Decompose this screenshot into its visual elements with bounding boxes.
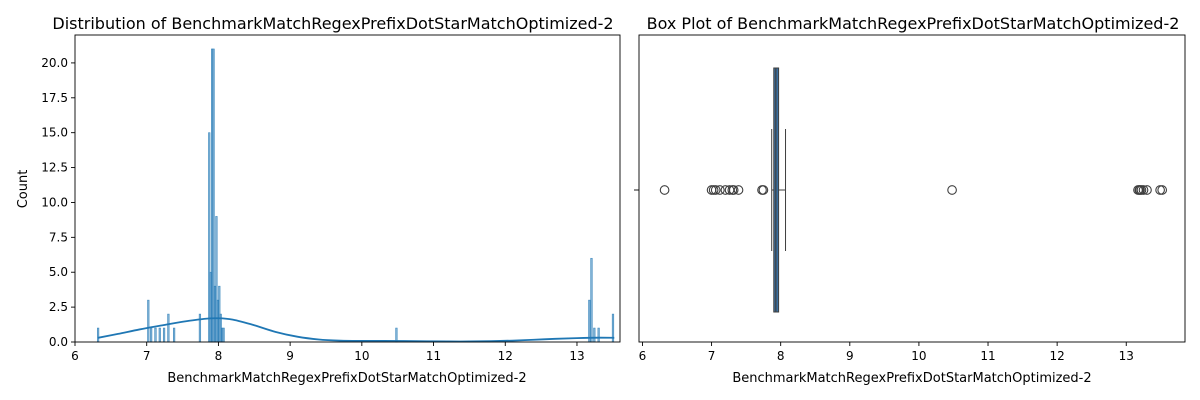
histogram-bar [588,299,591,343]
histogram-frame [74,34,621,343]
x-tick-label: 10 [911,349,926,363]
x-tick-label: 6 [71,349,79,363]
histogram-title: Distribution of BenchmarkMatchRegexPrefi… [52,14,613,33]
y-tick-label: 0.0 [49,335,68,349]
histogram-bar [154,327,157,343]
x-tick-label: 6 [639,349,647,363]
histogram-bar [222,327,225,343]
x-tick-label: 11 [426,349,441,363]
outlier-point [1155,185,1165,195]
outlier-point [710,185,721,195]
y-tick-label: 10.0 [41,195,68,209]
boxplot-title: Box Plot of BenchmarkMatchRegexPrefixDot… [647,14,1180,33]
box-plot [771,67,787,313]
boxplot-panel: Box Plot of BenchmarkMatchRegexPrefixDot… [634,14,1186,386]
histogram-bar [167,313,170,343]
histogram-bar [97,327,100,343]
histogram-y-ticks: 0.0 2.5 5.0 7.5 10.0 12.5 15.0 17.5 20.0 [41,56,75,349]
box-outliers [659,185,1168,195]
histogram-panel: Distribution of BenchmarkMatchRegexPrefi… [16,14,621,386]
boxplot-x-ticks: 6 7 8 9 10 11 12 13 [639,342,1134,363]
x-tick-label: 10 [354,349,369,363]
histogram-bars [97,48,615,343]
boxplot-frame [638,34,1186,343]
outlier-point [659,185,670,195]
x-tick-label: 11 [980,349,995,363]
y-tick-label: 7.5 [49,230,68,244]
histogram-bar [162,327,166,343]
histogram-y-axis-label: Count [16,170,31,209]
boxplot-x-axis-label: BenchmarkMatchRegexPrefixDotStarMatchOpt… [732,371,1091,386]
outlier-point [733,185,744,195]
x-tick-label: 7 [708,349,716,363]
histogram-bar [147,299,150,343]
histogram-bar [395,327,398,343]
histogram-bar [593,327,596,343]
x-tick-label: 7 [143,349,151,363]
x-tick-label: 13 [1119,349,1134,363]
x-tick-label: 13 [569,349,584,363]
x-tick-label: 9 [846,349,854,363]
outlier-point [1157,185,1168,195]
x-tick-label: 8 [215,349,223,363]
histogram-x-axis-label: BenchmarkMatchRegexPrefixDotStarMatchOpt… [167,371,526,386]
y-tick-label: 17.5 [41,91,68,105]
kde-curve [97,317,615,343]
x-tick-label: 8 [777,349,785,363]
y-tick-label: 20.0 [41,56,68,70]
outlier-point [1142,185,1152,195]
histogram-bar [198,313,202,343]
y-tick-label: 12.5 [41,161,68,175]
outlier-point [947,185,957,195]
y-tick-label: 2.5 [49,300,68,314]
y-tick-label: 5.0 [49,265,68,279]
x-tick-label: 12 [1049,349,1064,363]
histogram-bar [158,327,161,343]
outlier-point [758,185,769,195]
histogram-x-ticks: 6 7 8 9 10 11 12 13 [71,342,585,363]
histogram-bar [597,327,600,343]
histogram-bar [150,327,153,343]
x-tick-label: 9 [286,349,294,363]
outlier-point [1138,185,1149,195]
y-tick-label: 15.0 [41,126,68,140]
histogram-bar [173,327,176,343]
outlier-point [728,185,739,195]
x-tick-label: 12 [498,349,513,363]
histogram-bar [590,257,593,343]
outlier-point [715,185,725,195]
